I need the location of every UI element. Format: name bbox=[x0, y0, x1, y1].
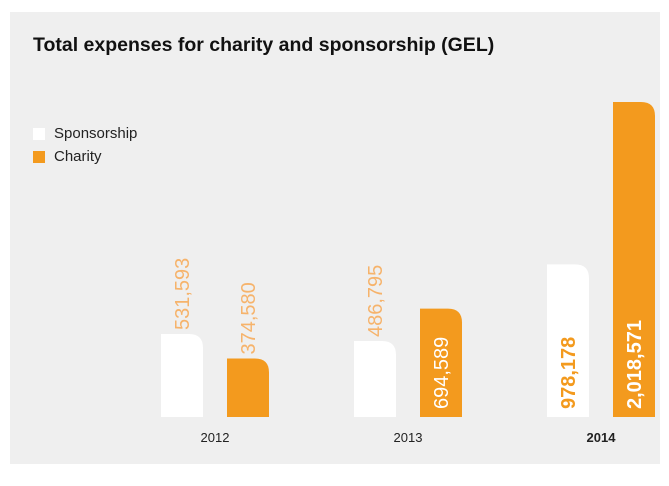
legend: Sponsorship Charity bbox=[33, 122, 137, 168]
data-label-sponsorship-2014: 978,178 bbox=[558, 337, 580, 409]
bar-sponsorship-2014 bbox=[547, 264, 589, 417]
legend-item-sponsorship: Sponsorship bbox=[33, 122, 137, 145]
bar-sponsorship-2012 bbox=[161, 334, 203, 417]
bar-sponsorship-2013 bbox=[354, 341, 396, 417]
data-label-sponsorship-2012: 531,593 bbox=[172, 258, 194, 330]
category-label-2013: 2013 bbox=[394, 430, 423, 445]
legend-label-sponsorship: Sponsorship bbox=[54, 125, 138, 142]
data-label-charity-2012: 374,580 bbox=[238, 282, 260, 354]
data-label-charity-2013: 694,589 bbox=[431, 337, 453, 409]
legend-item-charity: Charity bbox=[33, 145, 137, 168]
data-label-charity-2014: 2,018,571 bbox=[624, 320, 646, 409]
chart-title: Total expenses for charity and sponsorsh… bbox=[33, 34, 495, 56]
legend-swatch-charity bbox=[33, 150, 45, 163]
legend-label-charity: Charity bbox=[54, 148, 102, 165]
bar-charity-2014 bbox=[613, 102, 655, 417]
bar-charity-2013 bbox=[420, 308, 462, 417]
legend-swatch-sponsorship bbox=[33, 127, 45, 140]
data-label-sponsorship-2013: 486,795 bbox=[365, 265, 387, 337]
category-label-2014: 2014 bbox=[587, 430, 617, 445]
bar-charity-2012 bbox=[227, 358, 269, 417]
category-label-2012: 2012 bbox=[201, 430, 230, 445]
